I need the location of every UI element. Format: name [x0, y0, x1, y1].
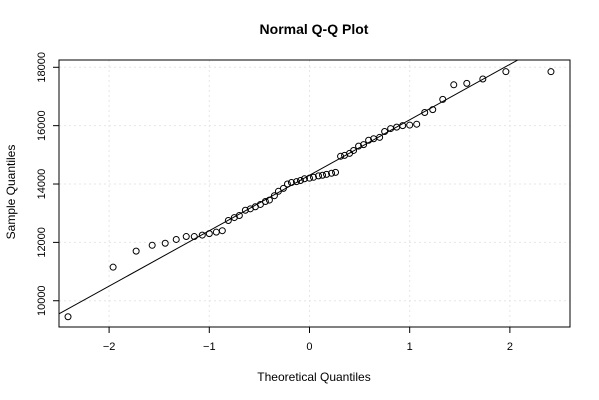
data-point: [182, 233, 190, 241]
data-point: [161, 239, 169, 247]
data-point: [421, 109, 429, 117]
plot-frame: [58, 59, 571, 328]
data-point: [399, 122, 407, 130]
data-point: [463, 79, 471, 87]
data-point: [296, 177, 304, 185]
y-tick-label: 18000: [36, 52, 48, 83]
data-point: [205, 230, 213, 238]
data-point: [309, 173, 317, 181]
data-point: [172, 235, 180, 243]
data-point: [328, 169, 336, 177]
data-point: [413, 120, 421, 128]
data-point: [355, 142, 363, 150]
data-point: [212, 228, 220, 236]
x-tick-label: −2: [103, 341, 116, 353]
data-point: [337, 152, 345, 160]
data-point: [109, 263, 117, 271]
data-point: [190, 233, 198, 241]
data-point: [148, 241, 156, 249]
x-tick-label: 2: [507, 341, 513, 353]
x-axis-label: Theoretical Quantiles: [257, 370, 370, 384]
data-point: [132, 247, 140, 255]
data-point: [406, 121, 414, 129]
data-point: [547, 68, 555, 76]
data-point: [376, 133, 384, 141]
data-point: [365, 136, 373, 144]
x-axis: −2 −1 0 1 2: [103, 327, 513, 353]
data-point: [429, 106, 437, 114]
data-point: [235, 212, 243, 220]
data-point: [360, 141, 368, 149]
data-point: [198, 231, 206, 239]
data-point: [261, 198, 269, 206]
data-point: [305, 174, 313, 182]
data-points: [64, 68, 555, 321]
chart-title: Normal Q-Q Plot: [260, 21, 369, 37]
data-point: [332, 168, 340, 176]
reference-line-group: [59, 60, 519, 315]
data-point: [218, 227, 226, 235]
data-point: [381, 127, 389, 135]
reference-line: [59, 60, 519, 315]
data-point: [292, 178, 300, 186]
y-tick-label: 16000: [36, 110, 48, 141]
x-tick-label: −1: [203, 341, 216, 353]
data-point: [319, 171, 327, 179]
grid-lines: [59, 60, 570, 327]
x-tick-label: 0: [306, 341, 312, 353]
data-point: [479, 75, 487, 83]
data-point: [283, 180, 291, 188]
x-tick-label: 1: [407, 341, 413, 353]
data-point: [64, 313, 72, 321]
y-axis: 10000 12000 14000 16000 18000: [36, 52, 59, 316]
data-point: [502, 68, 510, 76]
y-axis-label: Sample Quantiles: [4, 145, 18, 240]
data-point: [256, 200, 264, 208]
data-point: [350, 146, 358, 154]
data-point: [323, 170, 331, 178]
data-point: [274, 187, 282, 195]
data-point: [279, 184, 287, 192]
y-tick-label: 12000: [36, 227, 48, 258]
data-point: [450, 81, 458, 89]
data-point: [439, 95, 447, 103]
y-tick-label: 10000: [36, 285, 48, 316]
data-point: [224, 216, 232, 224]
data-point: [241, 206, 249, 214]
data-point: [287, 179, 295, 187]
data-point: [315, 172, 323, 180]
y-tick-label: 14000: [36, 169, 48, 200]
data-point: [270, 192, 278, 200]
data-point: [265, 196, 273, 204]
data-point: [300, 175, 308, 183]
